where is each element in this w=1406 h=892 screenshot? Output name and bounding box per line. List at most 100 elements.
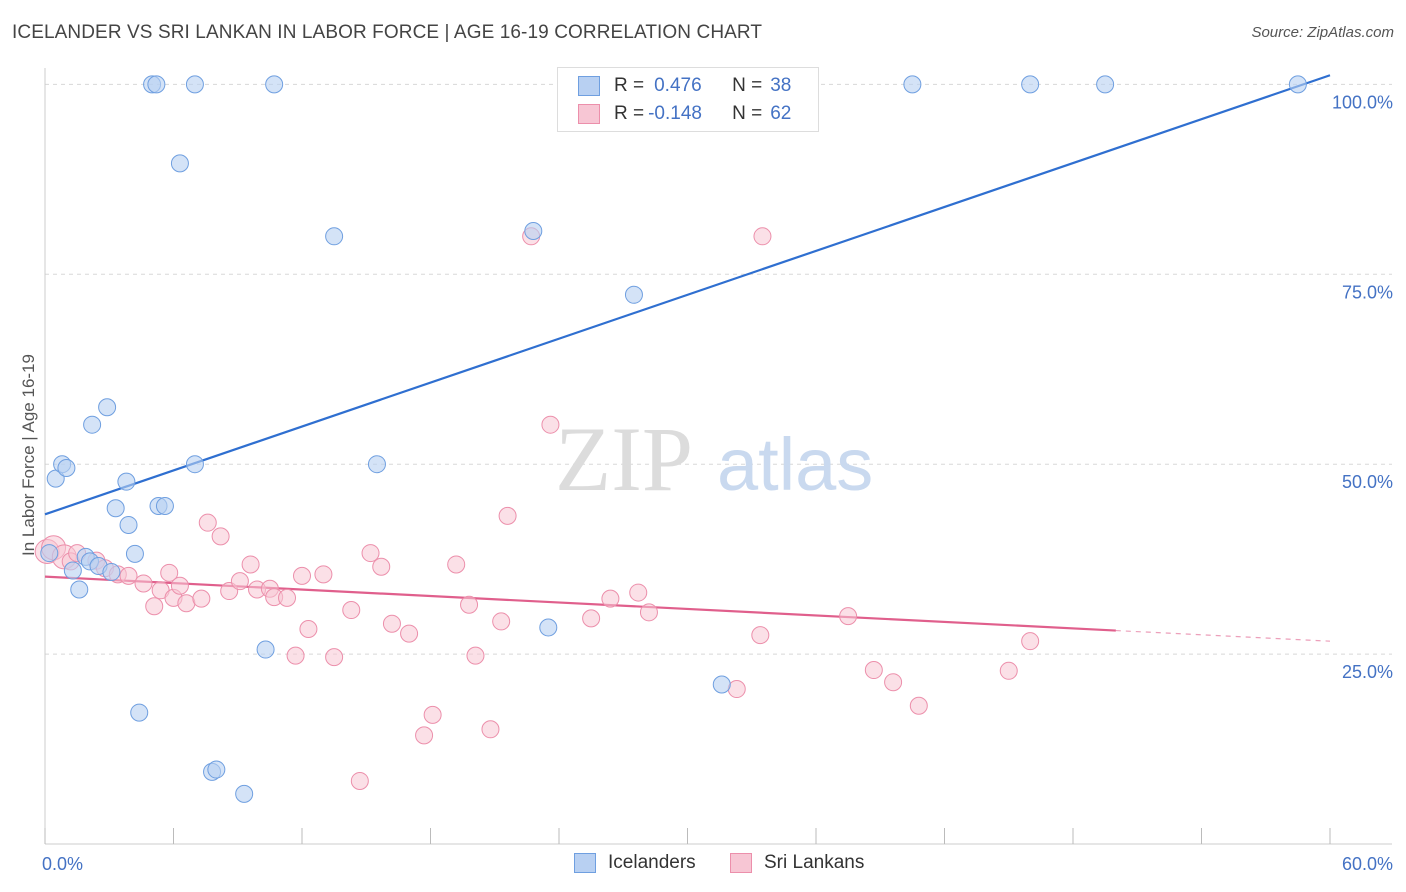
sri-lankan-point xyxy=(230,572,249,591)
watermark-atlas: atlas xyxy=(717,423,873,506)
x-tick-label: 60.0% xyxy=(1342,854,1393,874)
sri-lankan-point xyxy=(864,661,883,680)
sri-lankans-trend-extension xyxy=(1115,629,1331,642)
sri-lankan-point xyxy=(325,648,344,667)
icelander-point xyxy=(98,398,117,417)
sri-lankan-point xyxy=(299,620,318,639)
legend-swatch-blue xyxy=(578,76,600,96)
sri-lankan-point xyxy=(492,612,511,631)
sri-lankan-point xyxy=(727,680,746,699)
sri-lankan-point xyxy=(198,513,217,532)
sri-lankan-point xyxy=(119,566,138,585)
sri-lankan-point xyxy=(350,771,369,790)
icelander-point xyxy=(367,455,386,474)
icelander-point xyxy=(102,563,121,582)
bottom-legend-swatch-blue xyxy=(574,853,596,873)
y-axis-label: In Labor Force | Age 16-19 xyxy=(19,354,38,556)
icelander-point xyxy=(147,75,166,94)
sri-lankan-point xyxy=(372,557,391,576)
icelander-point xyxy=(117,472,136,491)
sri-lankan-point xyxy=(192,589,211,608)
bottom-legend-swatch-pink xyxy=(730,853,752,873)
sri-lankan-point xyxy=(211,527,230,546)
sri-lankan-point xyxy=(1021,632,1040,651)
legend-row-sri-lankans: R = -0.148 N = 62 xyxy=(578,102,791,126)
bottom-legend-icelanders: Icelanders xyxy=(574,852,696,874)
icelander-point xyxy=(83,415,102,434)
icelander-point xyxy=(903,75,922,94)
legend-swatch-pink xyxy=(578,104,600,124)
sri-lankan-point xyxy=(751,626,770,645)
icelanders-trend-line xyxy=(44,74,1331,516)
icelander-point xyxy=(325,227,344,246)
icelander-point xyxy=(524,221,543,240)
sri-lankan-point xyxy=(466,646,485,665)
chart-source: Source: ZipAtlas.com xyxy=(1251,24,1394,41)
x-tick-labels: 0.0% 60.0% xyxy=(42,854,1393,874)
sri-lankan-point xyxy=(177,594,196,613)
icelander-point xyxy=(57,458,76,477)
sri-lankan-point xyxy=(884,673,903,692)
legend-r-value: 0.476 xyxy=(654,75,702,96)
trend-lines xyxy=(44,74,1331,642)
sri-lankan-point xyxy=(629,583,648,602)
watermark-zip: ZIP xyxy=(555,408,693,510)
sri-lankan-point xyxy=(753,227,772,246)
sri-lankan-point xyxy=(278,588,297,607)
icelander-point xyxy=(63,561,82,580)
sri-lankan-point xyxy=(382,614,401,633)
legend-n-value: 38 xyxy=(770,75,792,96)
icelander-point xyxy=(207,760,226,779)
sri-lankan-point xyxy=(286,646,305,665)
y-tick-label: 50.0% xyxy=(1342,472,1393,492)
sri-lankan-point xyxy=(400,624,419,643)
sri-lankans-points xyxy=(34,227,1040,790)
icelander-point xyxy=(539,618,558,637)
sri-lankan-point xyxy=(639,603,658,622)
sri-lankan-point xyxy=(415,726,434,745)
y-tick-label: 25.0% xyxy=(1342,662,1393,682)
legend-n-value: 62 xyxy=(770,103,792,124)
icelander-point xyxy=(256,640,275,659)
sri-lankan-point xyxy=(423,705,442,724)
icelander-point xyxy=(106,499,125,518)
sri-lankan-point xyxy=(293,566,311,585)
sri-lankan-point xyxy=(460,595,479,614)
sri-lankan-point xyxy=(582,609,601,628)
correlation-legend: R = 0.476 N = 38 R = -0.148 N = 62 xyxy=(557,67,819,132)
y-tick-label: 100.0% xyxy=(1332,92,1393,112)
sri-lankan-point xyxy=(447,555,466,574)
icelander-point xyxy=(1096,75,1115,94)
sri-lankan-point xyxy=(999,661,1018,680)
y-tick-labels: 25.0% 50.0% 75.0% 100.0% xyxy=(1332,92,1393,682)
axes xyxy=(44,68,1392,845)
sri-lankan-point xyxy=(145,597,164,616)
icelander-point xyxy=(185,75,204,94)
sri-lankan-point xyxy=(361,544,380,563)
sri-lankan-point xyxy=(839,607,858,626)
y-tick-label: 75.0% xyxy=(1342,282,1393,302)
bottom-legend-label: Sri Lankans xyxy=(764,852,865,873)
icelander-point xyxy=(40,544,59,563)
sri-lankan-point xyxy=(241,555,260,574)
sri-lankan-point xyxy=(601,589,620,608)
x-tick-label: 0.0% xyxy=(42,854,83,874)
legend-r-label: R = xyxy=(614,103,645,124)
legend-n-label: N = xyxy=(732,103,763,124)
chart-title: ICELANDER VS SRI LANKAN IN LABOR FORCE |… xyxy=(12,22,763,43)
legend-n-label: N = xyxy=(732,75,763,96)
legend-r-label: R = xyxy=(614,75,645,96)
icelanders-points xyxy=(40,75,1307,803)
icelander-point xyxy=(70,580,89,599)
sri-lankan-point xyxy=(481,720,500,739)
icelander-point xyxy=(119,515,138,534)
sri-lankan-point xyxy=(160,563,179,582)
sri-lankan-point xyxy=(170,576,189,595)
icelander-point xyxy=(712,675,731,694)
icelander-point xyxy=(125,544,144,563)
icelander-point xyxy=(155,496,174,515)
icelander-point xyxy=(624,285,643,304)
bottom-legend-sri-lankans: Sri Lankans xyxy=(730,852,864,874)
sri-lankan-point xyxy=(314,565,333,584)
